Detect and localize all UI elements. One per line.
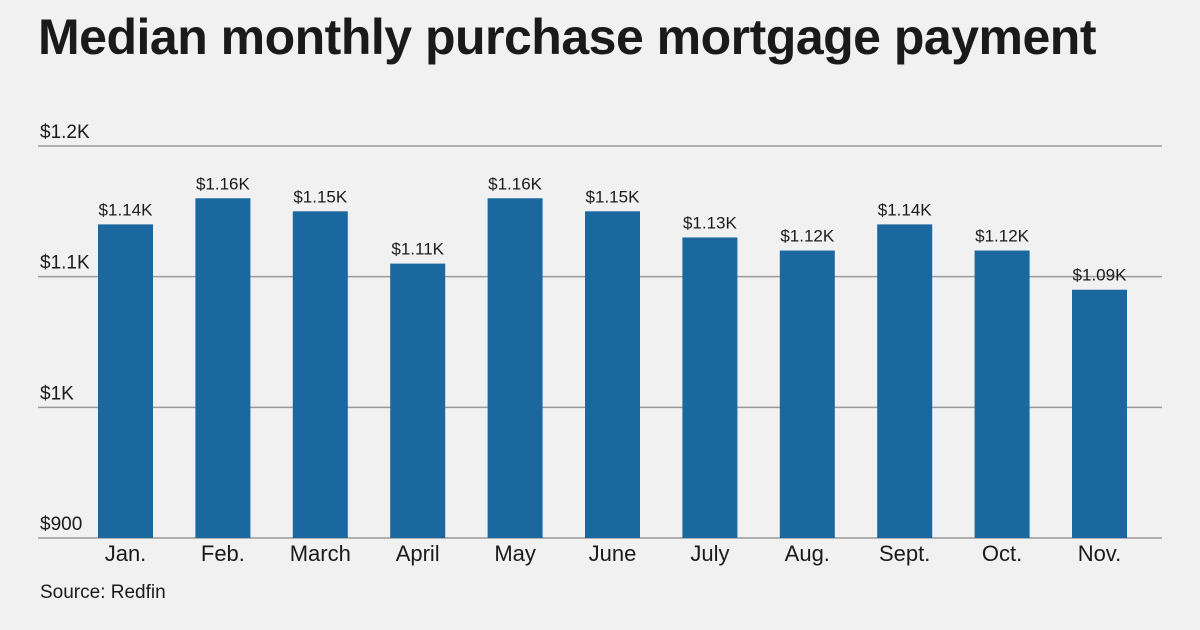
x-tick-label: Oct. [982,541,1022,566]
bar [877,224,933,538]
x-tick-label: June [589,541,637,566]
bar [390,263,446,538]
x-tick-label: Sept. [879,541,930,566]
x-tick-label: Feb. [201,541,245,566]
y-axis-tick-labels: $900 $1K $1.1K $1.2K [40,122,90,535]
data-label: $1.13K [683,213,738,232]
x-tick-label: April [396,541,440,566]
y-tick-label: $1.2K [40,122,90,143]
bars [98,198,1127,539]
y-tick-label: $900 [40,514,82,535]
data-labels: $1.14K $1.16K $1.15K $1.11K $1.16K $1.15K $1.1… [99,174,1128,284]
x-tick-label: March [290,541,351,566]
bar [585,211,640,539]
bar [292,211,348,539]
data-label: $1.12K [780,227,835,246]
y-tick-label: $1K [40,383,74,404]
x-tick-label: May [494,541,536,566]
x-tick-label: July [690,541,729,566]
data-label: $1.09K [1073,266,1128,285]
data-label: $1.16K [196,174,251,193]
x-tick-label: Jan. [105,541,147,566]
bar [682,237,738,538]
bar [1072,289,1127,538]
bar [98,224,153,538]
x-tick-label: Nov. [1078,541,1122,566]
bar [487,198,543,538]
x-tick-label: Aug. [785,541,830,566]
data-label: $1.16K [488,174,543,193]
bar [195,198,251,538]
y-tick-label: $1.1K [40,253,90,274]
bar [779,250,835,539]
chart-title: Median monthly purchase mortgage payment [38,9,1096,65]
data-label: $1.11K [391,240,444,259]
source-note: Source: Redfin [40,582,166,603]
x-axis-tick-labels: Jan. Feb. March April May June July Aug. Sept. Oc… [105,541,1122,566]
data-label: $1.14K [878,200,933,219]
data-label: $1.14K [99,200,154,219]
bar [974,250,1030,539]
data-label: $1.15K [586,187,641,206]
data-label: $1.12K [975,227,1030,246]
data-label: $1.15K [293,187,348,206]
